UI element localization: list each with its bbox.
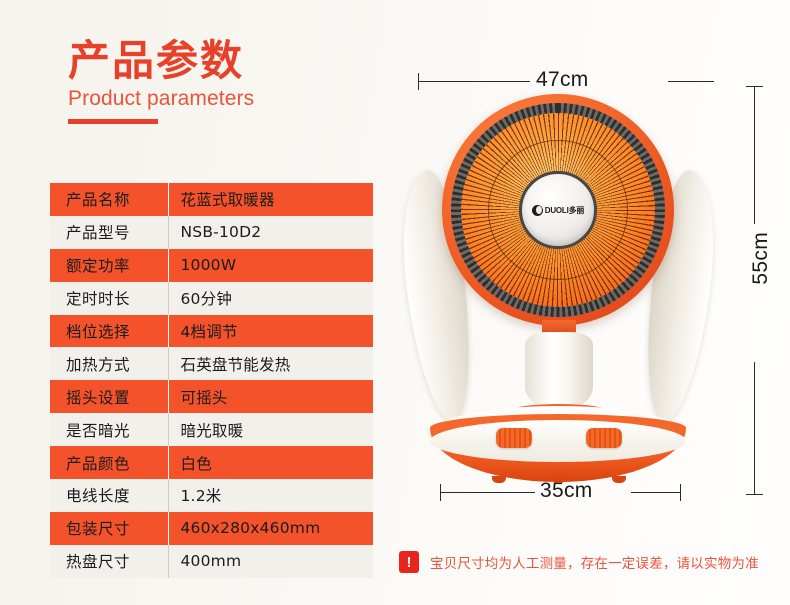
spec-key: 产品名称 — [50, 183, 169, 216]
spec-value: 1000W — [168, 248, 373, 282]
heater-knob-right — [586, 428, 622, 448]
table-row: 产品型号 NSB-10D2 — [50, 215, 373, 249]
page-title: 产品参数 — [68, 36, 245, 85]
heater-neck — [524, 332, 593, 410]
table-row: 加热方式 石英盘节能发热 — [50, 347, 373, 381]
table-row: 产品名称 花蓝式取暖器 — [50, 183, 373, 216]
spec-key: 包装尺寸 — [50, 511, 169, 545]
spec-key: 产品型号 — [50, 215, 169, 249]
table-row: 产品颜色 白色 — [50, 446, 373, 480]
spec-value: 460x280x460mm — [168, 511, 373, 545]
heater-base-face — [430, 420, 686, 462]
spec-key: 热盘尺寸 — [50, 544, 169, 578]
dimension-line-bottom-left — [440, 492, 535, 493]
spec-key: 定时时长 — [50, 281, 169, 315]
table-row: 摇头设置 可摇头 — [50, 380, 373, 414]
spec-value: NSB-10D2 — [168, 215, 373, 249]
dimension-label-width-bottom: 35cm — [540, 479, 593, 502]
table-row: 档位选择 4档调节 — [50, 314, 373, 348]
dimension-tick-bottom-right — [680, 484, 681, 501]
spec-value: 60分钟 — [168, 281, 373, 315]
spec-key: 产品颜色 — [50, 446, 169, 480]
spec-value: 石英盘节能发热 — [168, 347, 373, 381]
table-row: 是否暗光 暗光取暖 — [50, 413, 373, 447]
heater-knob-left — [496, 428, 532, 448]
spec-value: 400mm — [168, 544, 373, 578]
spec-value: 暗光取暖 — [168, 413, 373, 447]
spec-key: 档位选择 — [50, 314, 169, 348]
dimension-line-top-left — [418, 81, 530, 82]
title-underline — [68, 119, 158, 125]
heater-guard-wire-outer — [488, 140, 628, 280]
specification-table: 产品名称 花蓝式取暖器 产品型号 NSB-10D2 额定功率 1000W 定时时长 60分钟档… — [50, 183, 373, 578]
dimension-line-right-lower — [754, 362, 755, 495]
brand-logo-text: DUOLI多丽 — [544, 205, 585, 215]
heater-product-photo: DUOLI多丽 — [392, 84, 725, 484]
spec-key: 电线长度 — [50, 479, 169, 512]
dimension-line-right-upper — [754, 86, 755, 224]
spec-key: 是否暗光 — [50, 413, 169, 447]
heater-bezel-ring: DUOLI多丽 — [442, 94, 674, 326]
heater-base-foot — [612, 476, 626, 483]
page-header: 产品参数 Product parameters — [68, 36, 408, 125]
spec-key: 额定功率 — [50, 248, 169, 282]
heater-base-foot — [492, 476, 506, 483]
exclamation-icon: ! — [399, 551, 419, 573]
spec-key: 摇头设置 — [50, 380, 169, 414]
spec-value: 可摇头 — [168, 380, 373, 414]
heater-base-foot — [552, 476, 566, 483]
table-row: 电线长度 1.2米 — [50, 479, 373, 512]
dimension-line-bottom-right — [631, 492, 681, 493]
dimension-label-width-top: 47cm — [536, 68, 589, 91]
table-row: 额定功率 1000W — [50, 248, 373, 282]
table-row: 定时时长 60分钟 — [50, 281, 373, 315]
disclaimer-text: 宝贝尺寸均为人工测量，存在一定误差，请以实物为准 — [430, 556, 759, 572]
spec-value: 花蓝式取暖器 — [168, 183, 373, 216]
page-subtitle: Product parameters — [68, 87, 255, 111]
measurement-disclaimer: ! 宝贝尺寸均为人工测量，存在一定误差，请以实物为准 — [399, 551, 759, 573]
spec-value: 1.2米 — [168, 479, 373, 512]
spec-key: 加热方式 — [50, 347, 169, 381]
dimension-line-top-right — [668, 81, 714, 82]
brand-logo: DUOLI多丽 — [531, 204, 585, 216]
spec-value: 白色 — [168, 446, 373, 480]
brand-logo-mark-icon — [531, 204, 543, 216]
table-row: 热盘尺寸 400mm — [50, 544, 373, 578]
table-row: 包装尺寸 460x280x460mm — [50, 511, 373, 545]
heater-center-hub: DUOLI多丽 — [519, 171, 597, 249]
dimension-tick-right-bottom — [746, 494, 763, 495]
dimension-label-height: 55cm — [749, 232, 772, 285]
product-image-panel: 47cm 55cm 35cm DUOLI多丽 — [392, 62, 772, 502]
spec-value: 4档调节 — [168, 314, 373, 348]
